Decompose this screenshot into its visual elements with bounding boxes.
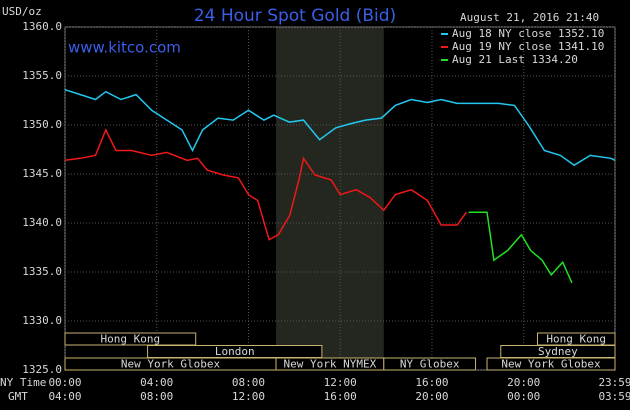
x-row-label: GMT [8,390,28,403]
y-tick-label: 1325.0 [22,363,62,376]
session-label: NY Globex [400,358,460,371]
x-tick-label: 00:00 [48,376,81,389]
x-tick-label: 12:00 [324,376,357,389]
session-box [383,357,477,371]
y-tick-label: 1335.0 [22,265,62,278]
session-label: Sydney [538,345,578,358]
price-line [468,211,573,284]
y-tick-label: 1340.0 [22,216,62,229]
y-tick-label: 1350.0 [22,118,62,131]
price-line [64,88,616,167]
session-label: New York Globex [121,358,221,371]
session-label: Hong Kong [546,333,606,346]
x-row-label: NY Time [0,376,46,389]
legend-entry: Aug 21 Last 1334.20 [452,53,578,66]
session-label: London [215,345,255,358]
gmt-tick-label: 20:00 [415,390,448,403]
timestamp: August 21, 2016 21:40 [460,11,599,24]
session-label: Hong Kong [101,333,161,346]
x-tick-label: 16:00 [415,376,448,389]
gmt-tick-label: 04:00 [48,390,81,403]
session-box [486,357,616,371]
y-tick-label: 1345.0 [22,167,62,180]
nymex-shade [276,27,384,370]
gmt-tick-label: 08:00 [140,390,173,403]
legend-entry: Aug 18 NY close 1352.10 [452,27,604,40]
x-tick-label: 20:00 [507,376,540,389]
x-tick-label: 04:00 [140,376,173,389]
y-tick-label: 1355.0 [22,69,62,82]
x-tick-label: 08:00 [232,376,265,389]
gmt-tick-label: 12:00 [232,390,265,403]
legend-entry: Aug 19 NY close 1341.10 [452,40,604,53]
gmt-tick-label: 03:59 [598,390,630,403]
session-box [64,332,197,346]
chart-title: 24 Hour Spot Gold (Bid) [194,6,396,26]
gmt-tick-label: 16:00 [324,390,357,403]
x-tick-label: 23:59 [598,376,630,389]
y-tick-label: 1360.0 [22,20,62,33]
session-label: New York NYMEX [284,358,377,371]
price-line [64,128,468,241]
session-label: New York Globex [501,358,601,371]
gmt-tick-label: 00:00 [507,390,540,403]
unit-label: USD/oz [2,5,42,18]
y-tick-label: 1330.0 [22,314,62,327]
site: www.kitco.com [68,39,181,57]
